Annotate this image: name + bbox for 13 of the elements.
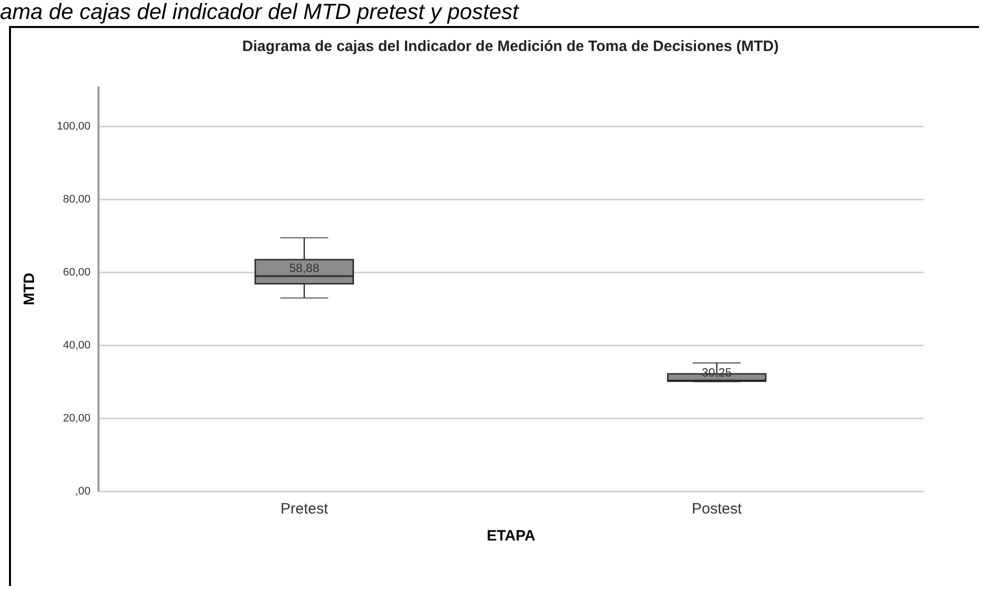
y-axis-title: MTD — [20, 272, 38, 306]
y-tick-label: 40,00 — [62, 340, 90, 352]
y-tick-label: 100,00 — [56, 120, 90, 133]
annotation: 58,88 — [289, 261, 320, 276]
chart-title: Diagrama de cajas del Indicador de Medición de Toma de Decisiones (MTD) — [242, 38, 779, 55]
y-tick-label: 60,00 — [62, 266, 90, 279]
x-axis-title: ETAPA — [486, 528, 536, 544]
x-tick-label: Pretest — [280, 500, 329, 518]
x-tick-label: Postest — [692, 500, 743, 518]
text: ama de cajas del indicador del MTD pretest y postest — [0, 0, 518, 24]
y-tick-label: ,00 — [75, 486, 90, 498]
y-tick-label: 20,00 — [62, 412, 90, 425]
y-tick-label: 80,00 — [62, 194, 90, 206]
